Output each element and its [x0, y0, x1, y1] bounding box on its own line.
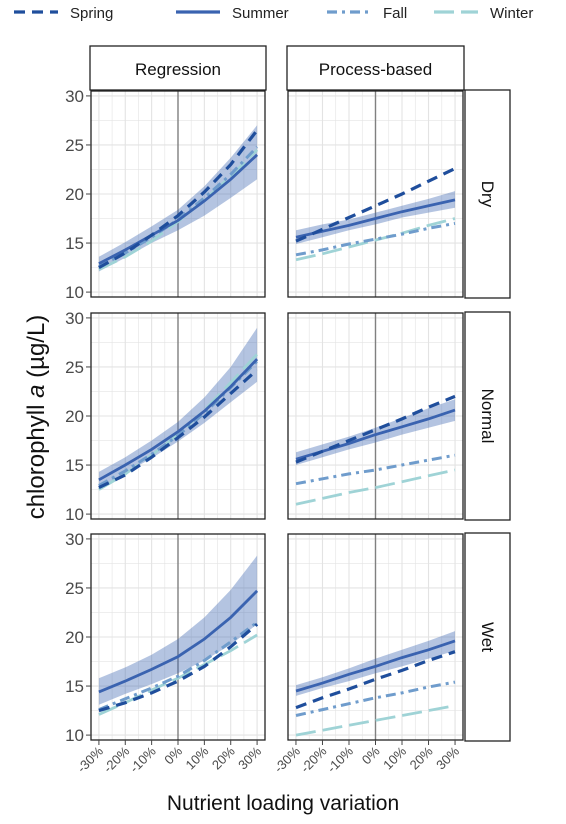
- series-line-winter: [295, 217, 456, 262]
- gridlines: [91, 91, 265, 297]
- legend-item-fall: Fall: [327, 5, 407, 22]
- panel-wet-regression: [86, 533, 266, 745]
- confidence-band-summer: [98, 125, 258, 272]
- legend-item-spring: Spring: [14, 5, 113, 22]
- x-tick-label: -10%: [324, 743, 356, 775]
- x-tick-label: 30%: [433, 743, 462, 772]
- y-tick-label: 25: [65, 136, 84, 155]
- series-line-fall: [295, 680, 456, 717]
- series-line-spring: [295, 167, 456, 243]
- series-line-spring: [295, 394, 456, 464]
- y-tick-label: 20: [65, 628, 84, 647]
- y-axis-label-prefix: chlorophyll: [23, 398, 50, 519]
- x-tick-label: -20%: [298, 743, 330, 775]
- strip-label-wet: Wet: [478, 622, 497, 652]
- series-line-summer: [98, 589, 259, 694]
- panel-dry-process-based: [287, 90, 464, 298]
- series-line-summer: [98, 358, 259, 482]
- strip-label-process-based: Process-based: [319, 60, 432, 79]
- y-tick-label: 10: [65, 283, 84, 302]
- legend-item-winter: Winter: [434, 5, 533, 22]
- legend-item-summer: Summer: [176, 5, 289, 22]
- panel-border: [287, 312, 464, 520]
- series-line-spring: [98, 368, 259, 490]
- x-tick-label: -10%: [127, 743, 159, 775]
- y-tick-label: 30: [65, 309, 84, 328]
- series-line-fall: [295, 221, 456, 257]
- x-tick-label: -20%: [100, 743, 132, 775]
- x-tick-label: 20%: [407, 743, 436, 772]
- series-line-spring: [98, 622, 259, 713]
- panel-border: [287, 90, 464, 298]
- panel-dry-regression: [86, 90, 266, 298]
- y-tick-label: 30: [65, 530, 84, 549]
- legend-label: Fall: [383, 5, 407, 22]
- strip-normal: [464, 311, 511, 521]
- series-line-spring: [98, 129, 259, 269]
- x-tick-labels: -30%-20%-10% 0%10%20%30% -30%-20%-10% 0%10%…: [74, 743, 463, 775]
- x-tick-label: 30%: [235, 743, 264, 772]
- y-tick-label: 25: [65, 358, 84, 377]
- y-tick-label: 15: [65, 234, 84, 253]
- strip-wet: [464, 532, 511, 742]
- x-tick-label: -30%: [271, 743, 303, 775]
- x-tick-label: 20%: [209, 743, 238, 772]
- strip-regression: [89, 45, 267, 91]
- series-line-fall: [295, 453, 456, 486]
- y-tick-label: 30: [65, 87, 84, 106]
- panel-wet-process-based: [287, 533, 464, 745]
- strip-dry: [464, 89, 511, 299]
- y-tick-labels: 10 15 20 25 30 10 15 20 25 30 10 15 20 25 30: [65, 87, 84, 745]
- x-tick-label: 10%: [380, 743, 409, 772]
- panel-normal-process-based: [287, 312, 464, 520]
- series-line-summer: [295, 639, 456, 693]
- panel-normal-regression: [86, 312, 266, 520]
- series-line-summer: [98, 153, 259, 265]
- series-line-fall: [98, 621, 258, 711]
- panels: [86, 90, 464, 745]
- y-tick-label: 25: [65, 579, 84, 598]
- y-tick-label: 15: [65, 677, 84, 696]
- strip-label-regression: Regression: [135, 60, 221, 79]
- y-tick-label: 15: [65, 456, 84, 475]
- y-axis-label-italic: a: [23, 385, 50, 398]
- series-line-spring: [295, 650, 456, 710]
- series-line-winter: [295, 468, 456, 506]
- y-tick-label: 10: [65, 726, 84, 745]
- x-tick-label: -30%: [74, 743, 106, 775]
- confidence-band-summer: [98, 555, 258, 705]
- y-axis-label-suffix: (µg/L): [23, 315, 50, 385]
- legend: Spring Summer Fall Winter: [14, 5, 533, 22]
- x-axis-label: Nutrient loading variation: [167, 792, 399, 815]
- strip-process-based: [286, 45, 465, 91]
- y-axis-label: chlorophyll a (µg/L): [23, 315, 50, 520]
- y-tick-label: 20: [65, 407, 84, 426]
- series-line-summer: [295, 198, 456, 239]
- column-strips: Regression Process-based: [89, 45, 465, 91]
- legend-label: Spring: [70, 5, 113, 22]
- row-strips: Dry Normal Wet: [464, 89, 511, 742]
- x-tick-label: 0%: [161, 743, 185, 767]
- y-tick-label: 20: [65, 185, 84, 204]
- y-tick-label: 10: [65, 505, 84, 524]
- legend-label: Winter: [490, 5, 533, 22]
- strip-label-dry: Dry: [478, 181, 497, 208]
- legend-label: Summer: [232, 5, 289, 22]
- x-tick-label: 10%: [182, 743, 211, 772]
- strip-label-normal: Normal: [478, 389, 497, 444]
- x-tick-label: 0%: [359, 743, 383, 767]
